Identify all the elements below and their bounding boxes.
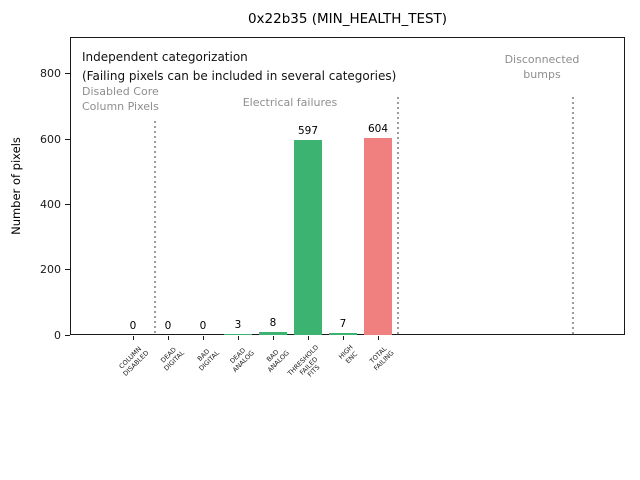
bar-total-failing bbox=[364, 138, 392, 335]
y-tick-label: 400 bbox=[40, 197, 61, 211]
y-tick-mark bbox=[65, 334, 70, 336]
x-tick-mark bbox=[238, 336, 239, 340]
region-label-line: Disabled Core bbox=[82, 85, 159, 98]
bar-bad-analog bbox=[259, 332, 287, 335]
annotation-note-line2: (Failing pixels can be included in sever… bbox=[82, 69, 397, 83]
region-label-line: Disconnected bbox=[504, 53, 580, 66]
bar-high-enc bbox=[329, 333, 357, 335]
x-tick-mark bbox=[133, 336, 134, 340]
x-tick-mark bbox=[168, 336, 169, 340]
x-tick-mark bbox=[378, 336, 379, 340]
y-tick-label: 800 bbox=[40, 67, 61, 81]
annotation-note-line1: Independent categorization bbox=[82, 50, 248, 64]
bar-value-label: 8 bbox=[269, 317, 277, 329]
x-tick-label: THRESHOLD FAILED FITS bbox=[285, 343, 322, 379]
x-tick-label: BAD DIGITAL bbox=[195, 347, 221, 373]
x-tick-label: DEAD DIGITAL bbox=[158, 345, 186, 373]
bar-value-label: 3 bbox=[234, 319, 242, 331]
x-tick-mark bbox=[203, 336, 204, 340]
bar-value-label: 0 bbox=[129, 320, 137, 332]
x-tick-mark bbox=[343, 336, 344, 340]
y-tick-mark bbox=[65, 73, 70, 75]
plot-area bbox=[70, 37, 625, 335]
bar-value-label: 597 bbox=[297, 125, 319, 137]
region-label-disabled-core: Disabled Core Column Pixels bbox=[82, 85, 159, 114]
region-label-disconnected-bumps: Disconnected bumps bbox=[492, 53, 592, 82]
y-tick-label: 600 bbox=[40, 132, 61, 146]
y-tick-mark bbox=[65, 203, 70, 205]
region-label-line: Column Pixels bbox=[82, 99, 159, 113]
region-label-line: bumps bbox=[523, 67, 561, 81]
y-tick-mark bbox=[65, 138, 70, 140]
bar-dead-analog bbox=[224, 334, 252, 335]
bar-value-label: 604 bbox=[367, 123, 389, 135]
x-tick-label: TOTAL FAILING bbox=[368, 344, 396, 372]
bar-value-label: 0 bbox=[199, 320, 207, 332]
region-separator bbox=[572, 97, 574, 335]
chart-title: 0x22b35 (MIN_HEALTH_TEST) bbox=[247, 11, 448, 27]
x-tick-label: HIGH ENC bbox=[337, 343, 360, 365]
x-tick-label: BAD ANALOG bbox=[264, 348, 291, 374]
region-separator bbox=[397, 97, 399, 335]
bar-value-label: 7 bbox=[339, 318, 347, 330]
x-tick-mark bbox=[308, 336, 309, 340]
bar-threshold-failed-fits bbox=[294, 140, 322, 335]
region-label-electrical-failures: Electrical failures bbox=[190, 96, 390, 111]
y-tick-label: 0 bbox=[54, 328, 61, 342]
x-tick-label: DEAD ANALOG bbox=[228, 346, 256, 374]
bar-value-label: 0 bbox=[164, 320, 172, 332]
x-tick-mark bbox=[273, 336, 274, 340]
region-separator bbox=[154, 121, 156, 335]
y-tick-label: 200 bbox=[40, 263, 61, 277]
y-axis-label: Number of pixels bbox=[9, 137, 23, 235]
x-tick-label: COLUMN DISABLED bbox=[117, 344, 151, 378]
region-label-line: Electrical failures bbox=[242, 96, 338, 109]
y-tick-mark bbox=[65, 269, 70, 271]
